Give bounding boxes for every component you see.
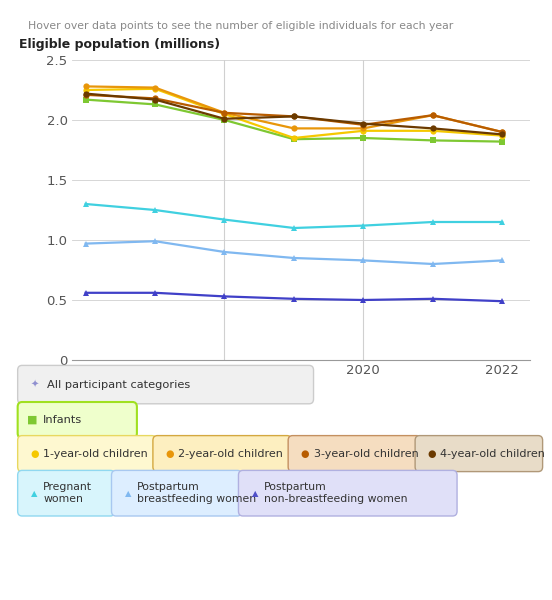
Text: Eligible population (millions): Eligible population (millions) [19,38,220,51]
Text: 1-year-old children: 1-year-old children [43,449,148,458]
Text: Postpartum
breastfeeding women: Postpartum breastfeeding women [137,482,256,504]
Text: Hover over data points to see the number of eligible individuals for each year: Hover over data points to see the number… [28,21,453,31]
Text: ▲: ▲ [252,488,258,498]
Text: ●: ● [165,449,174,458]
Text: ✦: ✦ [30,380,38,389]
Text: ▲: ▲ [31,488,38,498]
Text: ●: ● [427,449,436,458]
Text: 4-year-old children: 4-year-old children [440,449,545,458]
Text: ■: ■ [26,415,38,425]
Text: ▲: ▲ [125,488,131,498]
Text: Pregnant
women: Pregnant women [43,482,92,504]
Text: 2-year-old children: 2-year-old children [178,449,283,458]
Text: All participant categories: All participant categories [47,380,190,389]
Text: ●: ● [30,449,39,458]
Text: ●: ● [300,449,309,458]
Text: Infants: Infants [43,415,82,425]
Text: Postpartum
non-breastfeeding women: Postpartum non-breastfeeding women [264,482,407,504]
Text: 3-year-old children: 3-year-old children [314,449,418,458]
